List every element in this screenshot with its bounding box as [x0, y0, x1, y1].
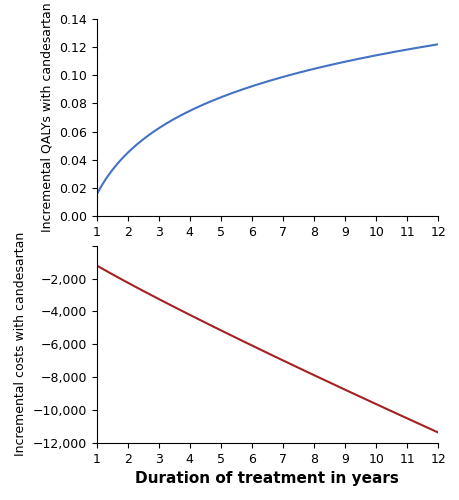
Y-axis label: Incremental QALYs with candesartan: Incremental QALYs with candesartan	[40, 2, 53, 232]
X-axis label: Duration of treatment in years: Duration of treatment in years	[135, 471, 398, 486]
Y-axis label: Incremental costs with candesartan: Incremental costs with candesartan	[14, 232, 27, 456]
